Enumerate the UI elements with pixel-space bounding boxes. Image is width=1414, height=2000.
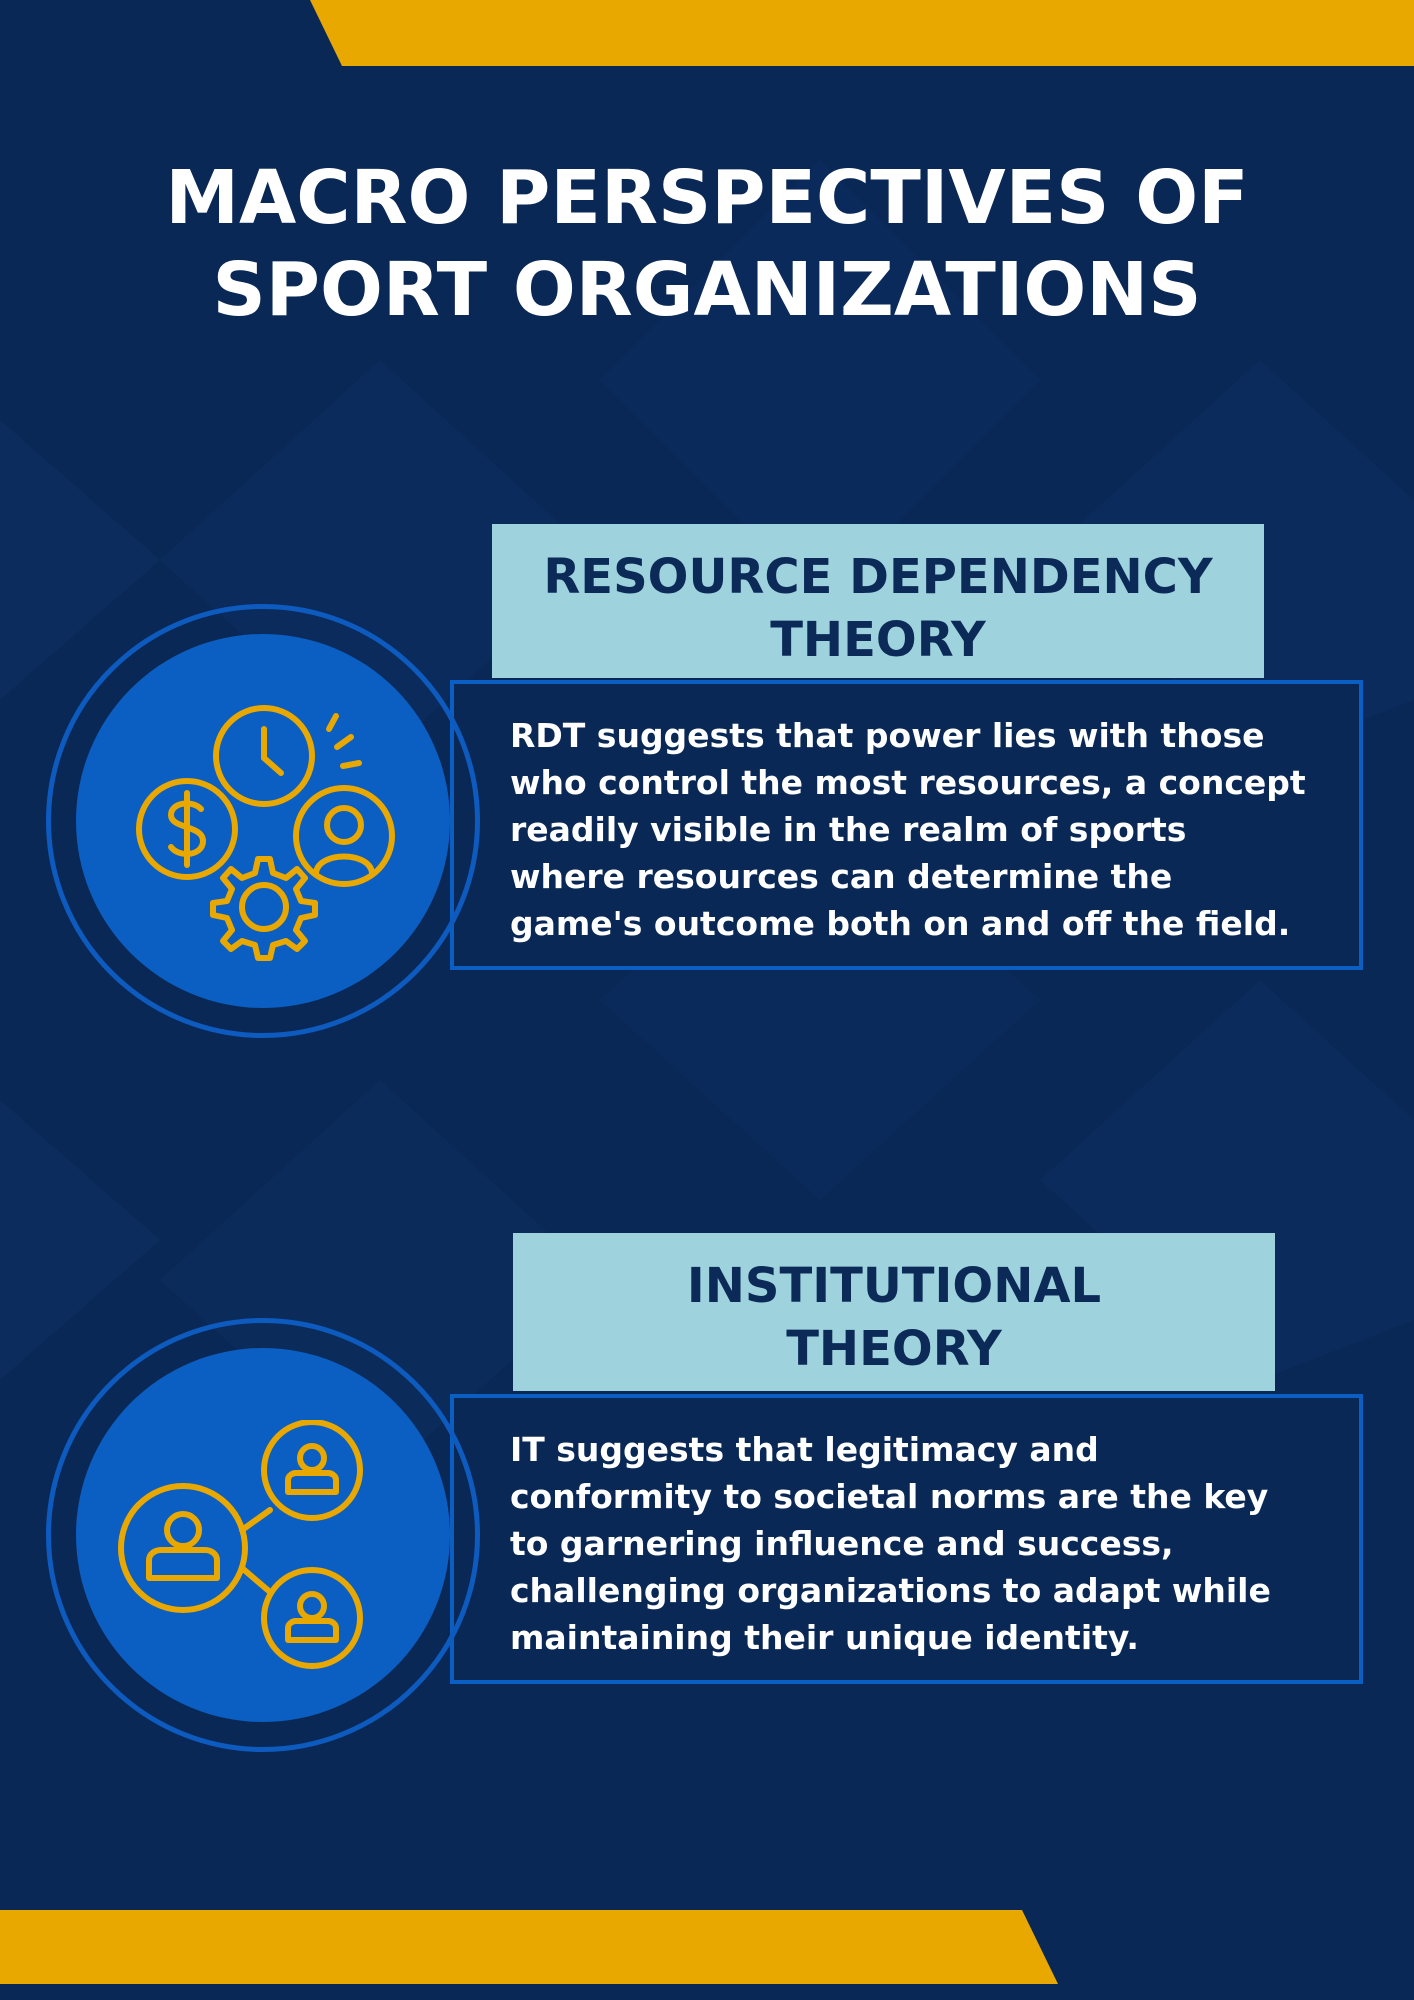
icon-circle-outer (46, 1318, 480, 1752)
title-line-1: MACRO PERSPECTIVES OF (165, 155, 1249, 241)
section-body-text: RDT suggests that power lies with those … (510, 716, 1306, 943)
section-body-box: RDT suggests that power lies with those … (450, 680, 1363, 970)
network-people-icon (118, 1420, 363, 1669)
section-heading-line-1: INSTITUTIONAL (686, 1258, 1102, 1314)
section-heading: INSTITUTIONAL THEORY (513, 1233, 1275, 1391)
bottom-accent-bar (0, 1910, 1058, 1984)
icon-circle-outer (46, 604, 480, 1038)
section-heading-line-2: THEORY (770, 612, 986, 668)
section-heading-line-1: RESOURCE DEPENDENCY (543, 549, 1213, 605)
resources-icon (136, 705, 395, 961)
top-accent-bar (310, 0, 1414, 66)
section-body-text: IT suggests that legitimacy and conformi… (510, 1430, 1271, 1657)
icon-circle (76, 1348, 450, 1722)
page-title: MACRO PERSPECTIVES OF SPORT ORGANIZATION… (0, 152, 1414, 336)
section-heading: RESOURCE DEPENDENCY THEORY (492, 524, 1264, 678)
section-heading-line-2: THEORY (786, 1321, 1002, 1377)
title-line-2: SPORT ORGANIZATIONS (212, 247, 1202, 333)
section-body-box: IT suggests that legitimacy and conformi… (450, 1394, 1363, 1684)
